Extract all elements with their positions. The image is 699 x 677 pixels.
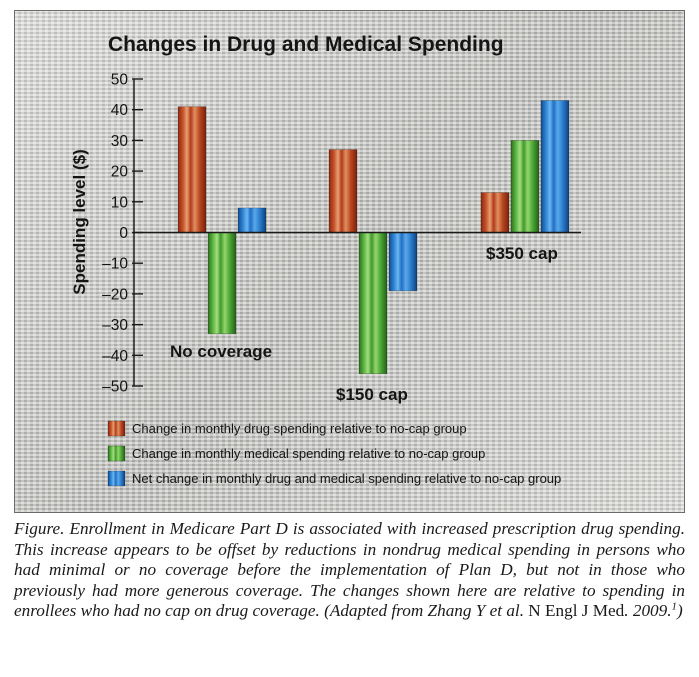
chart: Changes in Drug and Medical Spending Spe… (70, 33, 581, 487)
caption-journal: N Engl J Med (528, 601, 625, 621)
y-tick-label: 40 (111, 102, 129, 119)
caption-main: Figure. Enrollment in Medicare Part D is… (14, 519, 685, 621)
caption-close: ) (677, 601, 683, 621)
y-tick-label: –50 (102, 379, 128, 396)
bar-drug-1 (328, 149, 358, 233)
caption-reference: 1 (671, 600, 678, 613)
bar-net-1 (388, 232, 418, 292)
category-label-2: $350 cap (486, 244, 558, 263)
legend-swatch-1 (107, 445, 126, 462)
legend-label-0: Change in monthly drug spending relative… (132, 421, 467, 436)
legend-swatch-2 (107, 470, 126, 487)
bar-medical-2 (510, 140, 540, 233)
bar-net-0 (237, 207, 267, 233)
y-tick-label: 10 (111, 194, 129, 211)
bar-net-2 (540, 100, 570, 233)
legend-label-2: Net change in monthly drug and medical s… (132, 471, 561, 486)
caption-year: . 2009. (624, 601, 672, 621)
bars (177, 100, 570, 375)
y-tick-label: 0 (119, 225, 128, 242)
y-axis: 50 40 30 20 10 0 –10 –20 –30 –40 –50 (102, 72, 143, 396)
category-label-0: No coverage (170, 342, 272, 361)
legend-label-1: Change in monthly medical spending relat… (132, 446, 485, 461)
figure-caption: Figure. Enrollment in Medicare Part D is… (14, 519, 685, 622)
y-tick-label: 50 (111, 72, 129, 89)
bar-drug-2 (480, 192, 510, 233)
y-tick-label: 20 (111, 164, 129, 181)
bar-drug-0 (177, 106, 207, 233)
y-tick-label: –10 (102, 256, 128, 273)
y-tick-label: –30 (102, 317, 128, 334)
category-label-1: $150 cap (336, 385, 408, 404)
legend: Change in monthly drug spending relative… (107, 420, 561, 487)
bar-medical-1 (358, 232, 388, 375)
bar-medical-0 (207, 232, 237, 335)
y-tick-label: 30 (111, 133, 129, 150)
category-labels: No coverage $150 cap $350 cap (170, 244, 558, 404)
legend-swatch-0 (107, 420, 126, 437)
y-tick-label: –40 (102, 348, 128, 365)
y-tick-label: –20 (102, 286, 128, 303)
figure-panel: Changes in Drug and Medical Spending Spe… (14, 10, 685, 513)
chart-title: Changes in Drug and Medical Spending (108, 33, 504, 56)
y-axis-label: Spending level ($) (70, 149, 89, 294)
